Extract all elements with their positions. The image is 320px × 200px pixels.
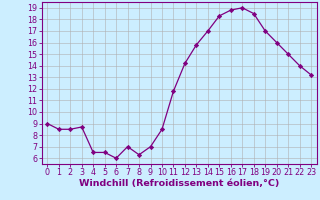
X-axis label: Windchill (Refroidissement éolien,°C): Windchill (Refroidissement éolien,°C) <box>79 179 279 188</box>
